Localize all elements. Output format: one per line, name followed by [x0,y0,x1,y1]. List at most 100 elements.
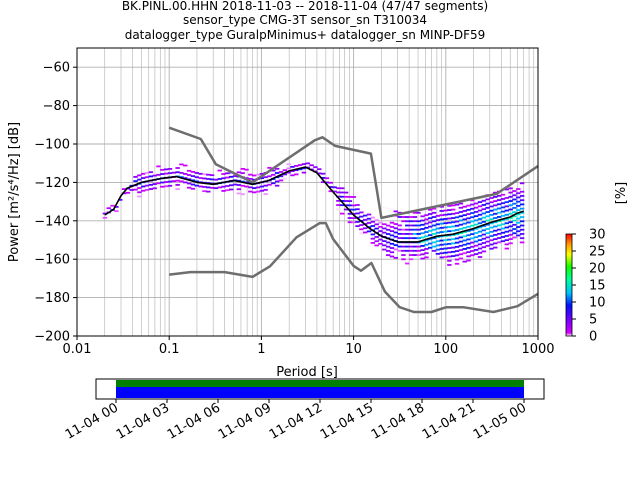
heatmap-cell [110,204,115,207]
heatmap-cell [202,190,207,193]
heatmap-cell [160,181,165,184]
heatmap-cell [370,237,376,240]
heatmap-cell [443,251,448,254]
heatmap-cell [458,206,464,209]
colorbar-label: [%] [614,182,629,205]
heatmap-cell [198,177,203,179]
timeline-tick-label: 11-04 03 [114,400,172,442]
heatmap-cell [454,237,460,240]
heatmap-cell [408,228,414,231]
heatmap-cell [504,205,510,208]
heatmap-cell [435,231,441,234]
heatmap-cell [225,172,230,175]
heatmap-cell [355,212,360,215]
heatmap-cell [489,209,494,212]
heatmap-cell [420,236,425,239]
heatmap-cell [500,240,506,243]
heatmap-cell [493,246,498,249]
heatmap-cell [435,244,441,247]
heatmap-cell [144,188,150,191]
heatmap-cell [163,185,169,188]
heatmap-cell [351,204,356,207]
heatmap-cell [516,205,521,207]
heatmap-cell [106,207,111,210]
heatmap-cell [397,228,402,231]
heatmap-cell [493,225,498,228]
heatmap-cell [458,253,464,256]
heatmap-cell [473,240,479,243]
heatmap-cell [462,205,467,208]
heatmap-cell [328,190,333,193]
heatmap-cell [343,191,349,194]
heatmap-cell [209,178,215,181]
heatmap-cell [385,245,391,248]
heatmap-cell [489,222,494,225]
heatmap-cell [309,164,314,167]
heatmap-cell [251,178,257,181]
heatmap-cell [481,246,487,249]
heatmap-cell [405,237,410,240]
heatmap-cell [424,231,429,233]
heatmap-cell [443,230,448,233]
heatmap-cell [297,164,303,166]
heatmap-cell [447,238,452,241]
heatmap-cell [420,244,425,247]
heatmap-cell [458,244,464,247]
heatmap-cell [301,163,307,166]
heatmap-cell [431,228,437,231]
colorbar-ticks: 0 5 10 15 20 25 30 [572,228,606,345]
heatmap-cell [229,188,234,191]
heatmap-cell [290,174,295,177]
heatmap-cell [443,213,448,216]
heatmap-cell [408,258,414,261]
heatmap-cell [183,173,188,175]
heatmap-cell [221,173,226,175]
heatmap-cell [462,226,467,229]
heatmap-cell [412,237,418,240]
heatmap-cell [137,191,142,194]
heatmap-cell [496,216,502,218]
heatmap-cell [194,167,199,170]
heatmap-cell [470,237,475,240]
heatmap-cell [362,227,368,230]
heatmap-cell [466,255,471,258]
heatmap-cell [447,204,452,207]
heatmap-cell [424,248,429,250]
heatmap-cell [198,172,203,175]
heatmap-cell [274,184,280,187]
heatmap-cell [420,249,425,252]
x-axis-ticks: 0.01 0.1 1 10 100 1000 [63,336,555,357]
heatmap-cell [458,236,464,239]
heatmap-cell [416,249,421,252]
heatmap-cell [516,188,521,190]
heatmap-cell [301,167,307,170]
heatmap-cell [416,254,421,256]
heatmap-cell [152,174,157,177]
heatmap-cell [405,220,410,223]
heatmap-cell [481,237,487,240]
heatmap-cell [359,224,364,226]
heatmap-cell [263,193,268,195]
heatmap-cell [416,211,421,214]
heatmap-cell [370,225,376,227]
heatmap-cell [175,171,180,174]
heatmap-cell [428,229,433,232]
timeline-tick-label: 11-04 18 [369,400,427,442]
heatmap-cell [133,180,138,183]
heatmap-cell [397,211,402,214]
heatmap-cell [129,189,134,191]
heatmap-cell [370,216,376,219]
heatmap-cell [516,234,521,237]
heatmap-cell [477,256,483,258]
heatmap-cell [473,249,479,251]
heatmap-cell [378,238,383,241]
heatmap-cell [278,171,284,173]
colorbar-tick-label: 15 [589,279,606,294]
heatmap-cell [500,231,506,234]
heatmap-cell [355,221,360,223]
heatmap-cell [512,202,517,205]
heatmap-cell [485,223,490,226]
heatmap-cell [508,187,513,190]
heatmap-cell [443,209,448,212]
heatmap-cell [148,188,154,190]
